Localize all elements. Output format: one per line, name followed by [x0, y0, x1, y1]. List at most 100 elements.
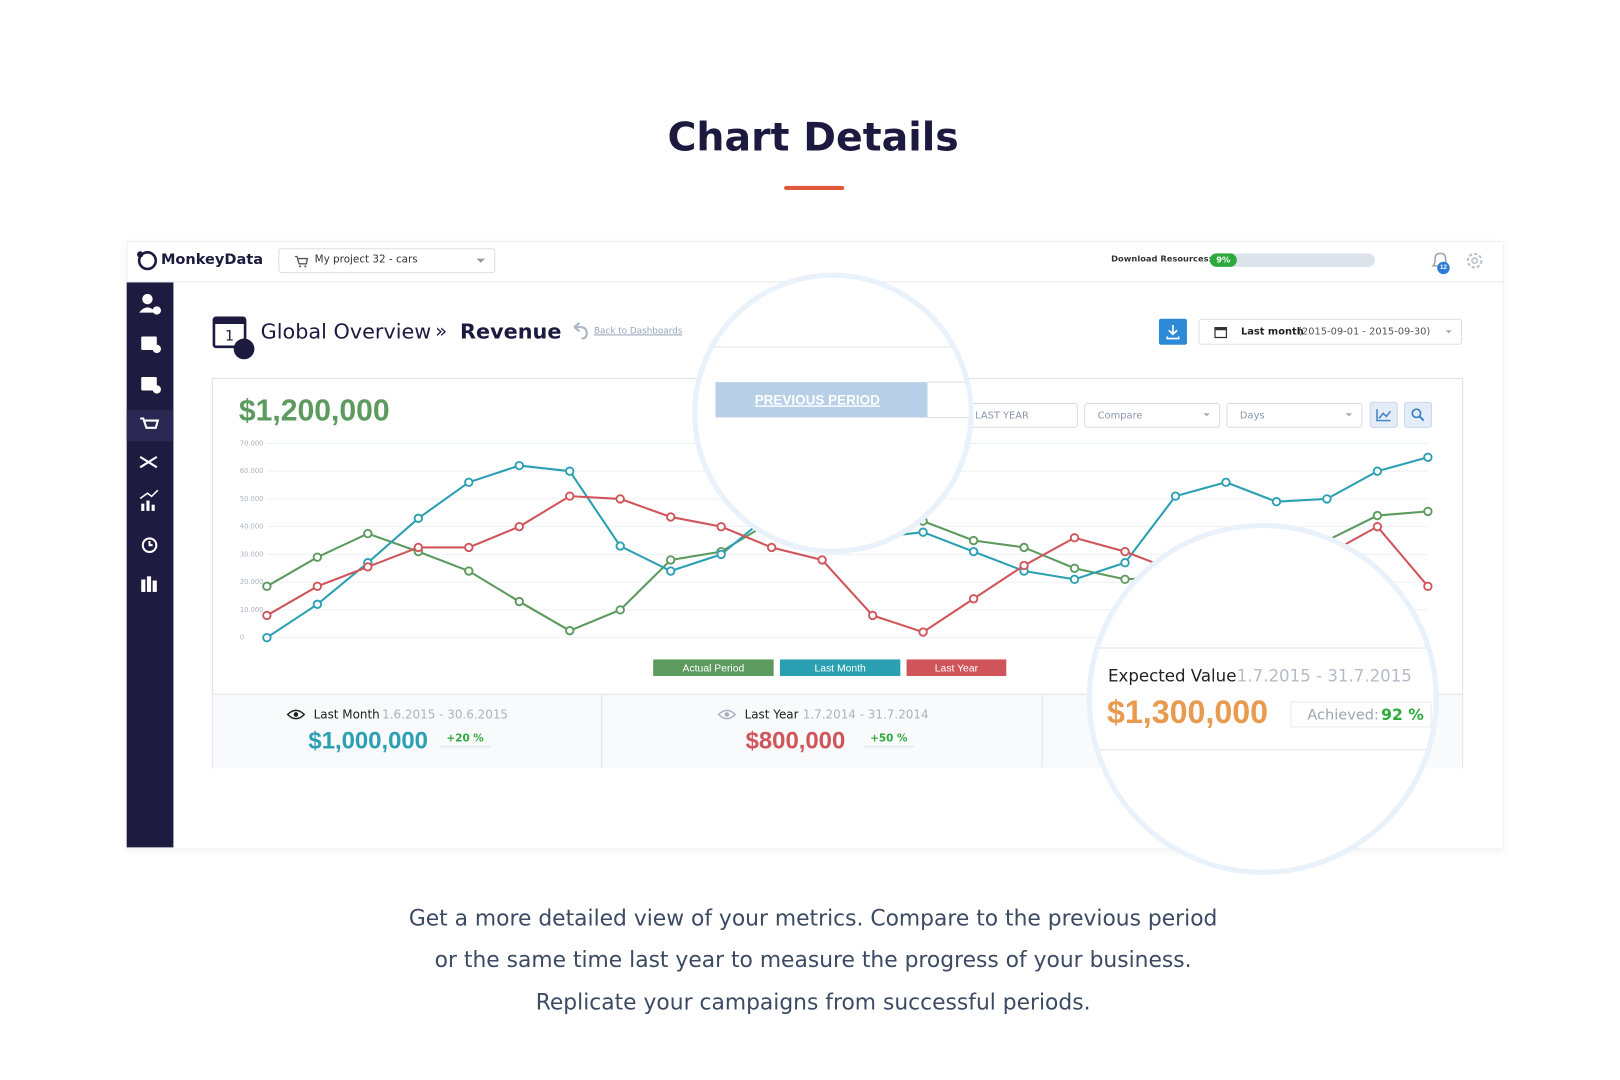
previous-period-button[interactable]: [715, 382, 928, 418]
download-button[interactable]: [1158, 318, 1187, 345]
data-point: [1423, 506, 1433, 517]
data-point: [1019, 560, 1029, 571]
eye-icon: [286, 709, 306, 720]
nav-cart[interactable]: [140, 417, 160, 429]
stat-change: +50 %: [863, 732, 914, 748]
settings-icon[interactable]: [1464, 250, 1485, 271]
data-point: [1322, 494, 1332, 504]
expected-value: $1,300,000: [1107, 694, 1268, 730]
y-tick-label: 0: [240, 634, 244, 642]
sidebar: [126, 282, 174, 848]
date-label: Last month: [1240, 326, 1304, 338]
data-point: [514, 521, 524, 532]
eye-icon: [717, 709, 737, 720]
data-point: [918, 527, 928, 537]
breadcrumb-section[interactable]: Global Overview: [260, 318, 432, 344]
breadcrumb-page: Revenue: [460, 318, 562, 344]
y-tick-label: 10.000: [240, 606, 264, 614]
progress-badge: 9%: [1209, 253, 1237, 267]
stat-change: +20 %: [440, 732, 490, 748]
expected-period: 1.7.2015 - 31.7.2015: [1237, 667, 1412, 686]
compare-select[interactable]: Compare: [1084, 402, 1221, 428]
data-point: [968, 535, 979, 546]
nav-history[interactable]: [141, 537, 158, 553]
stats-divider: [601, 694, 603, 768]
notification-badge: 12: [1437, 261, 1450, 275]
data-point: [413, 542, 423, 553]
data-point: [1019, 542, 1029, 553]
date-range: (2015-09-01 - 2015-09-30): [1298, 326, 1431, 338]
data-point: [867, 610, 878, 621]
achieved-value: 92 %: [1381, 706, 1424, 724]
last-year-button[interactable]: LAST YEAR: [965, 402, 1078, 428]
sidebar-icons: [139, 293, 161, 592]
y-tick-label: 40.000: [240, 523, 264, 531]
stat-period: 1.6.2015 - 30.6.2015: [382, 707, 509, 722]
data-point: [413, 513, 423, 523]
data-point: [514, 596, 524, 607]
legend-label: Last Year: [935, 664, 979, 675]
days-label: Days: [1239, 410, 1265, 422]
data-point: [312, 552, 323, 562]
legend-label: Actual Period: [683, 664, 745, 675]
stats-divider: [1041, 694, 1043, 768]
data-point: [1120, 574, 1130, 585]
nav-reports[interactable]: [141, 576, 157, 592]
data-point: [615, 541, 625, 551]
compare-label: Compare: [1097, 410, 1143, 422]
data-point: [464, 566, 474, 576]
data-point: [1221, 477, 1231, 487]
data-point: [262, 610, 272, 621]
data-point: [666, 512, 676, 522]
nav-growth[interactable]: [139, 489, 159, 511]
y-tick-label: 60.000: [240, 467, 264, 475]
logo-icon: [137, 251, 158, 271]
data-point: [666, 555, 676, 565]
y-tick-label: 30.000: [240, 550, 264, 558]
data-point: [1069, 533, 1080, 543]
data-point: [262, 632, 272, 643]
page-title: Chart Details: [667, 114, 959, 160]
progress-track: [1209, 253, 1375, 267]
data-point: [1423, 452, 1433, 462]
stat-label: Last Year: [744, 707, 799, 722]
stat-period: 1.7.2014 - 31.7.2014: [802, 707, 929, 722]
data-point: [918, 627, 928, 637]
y-tick-label: 50.000: [240, 495, 264, 503]
data-point: [968, 594, 979, 604]
back-link[interactable]: Back to Dashboards: [593, 326, 683, 337]
previous-period-label: PREVIOUS PERIOD: [755, 392, 880, 407]
data-point: [363, 528, 373, 539]
data-point: [615, 605, 625, 615]
data-point: [1170, 491, 1181, 501]
date-select[interactable]: Last month (2015-09-01 - 2015-09-30): [1198, 318, 1463, 345]
data-point: [262, 581, 272, 591]
legend-swatch: [906, 659, 1007, 677]
nav-calendar[interactable]: [141, 336, 161, 354]
caret: [1445, 330, 1452, 336]
expected-label: Expected Value: [1108, 667, 1236, 686]
legend-label: Last Month: [814, 664, 866, 675]
breadcrumb-separator: »: [435, 319, 448, 343]
project-name: My project 32 - cars: [314, 254, 418, 266]
data-point: [766, 542, 777, 553]
nav-schedule[interactable]: [141, 376, 161, 394]
nav-users[interactable]: [139, 293, 161, 315]
magnifier: [1086, 522, 1439, 875]
cart-icon: [294, 255, 309, 268]
button-edge: [926, 381, 969, 418]
data-point: [1069, 574, 1080, 585]
data-point: [968, 546, 979, 557]
svg-text:1: 1: [225, 328, 234, 344]
days-select[interactable]: Days: [1226, 402, 1363, 428]
project-select[interactable]: My project 32 - cars: [278, 248, 496, 274]
data-point: [1120, 546, 1130, 557]
data-point: [1271, 497, 1282, 507]
search-button[interactable]: [1403, 401, 1433, 428]
legend-swatch: [779, 659, 901, 677]
nav-shuffle[interactable]: [139, 456, 158, 469]
data-point: [565, 491, 575, 501]
chart-type-button[interactable]: [1369, 401, 1398, 428]
